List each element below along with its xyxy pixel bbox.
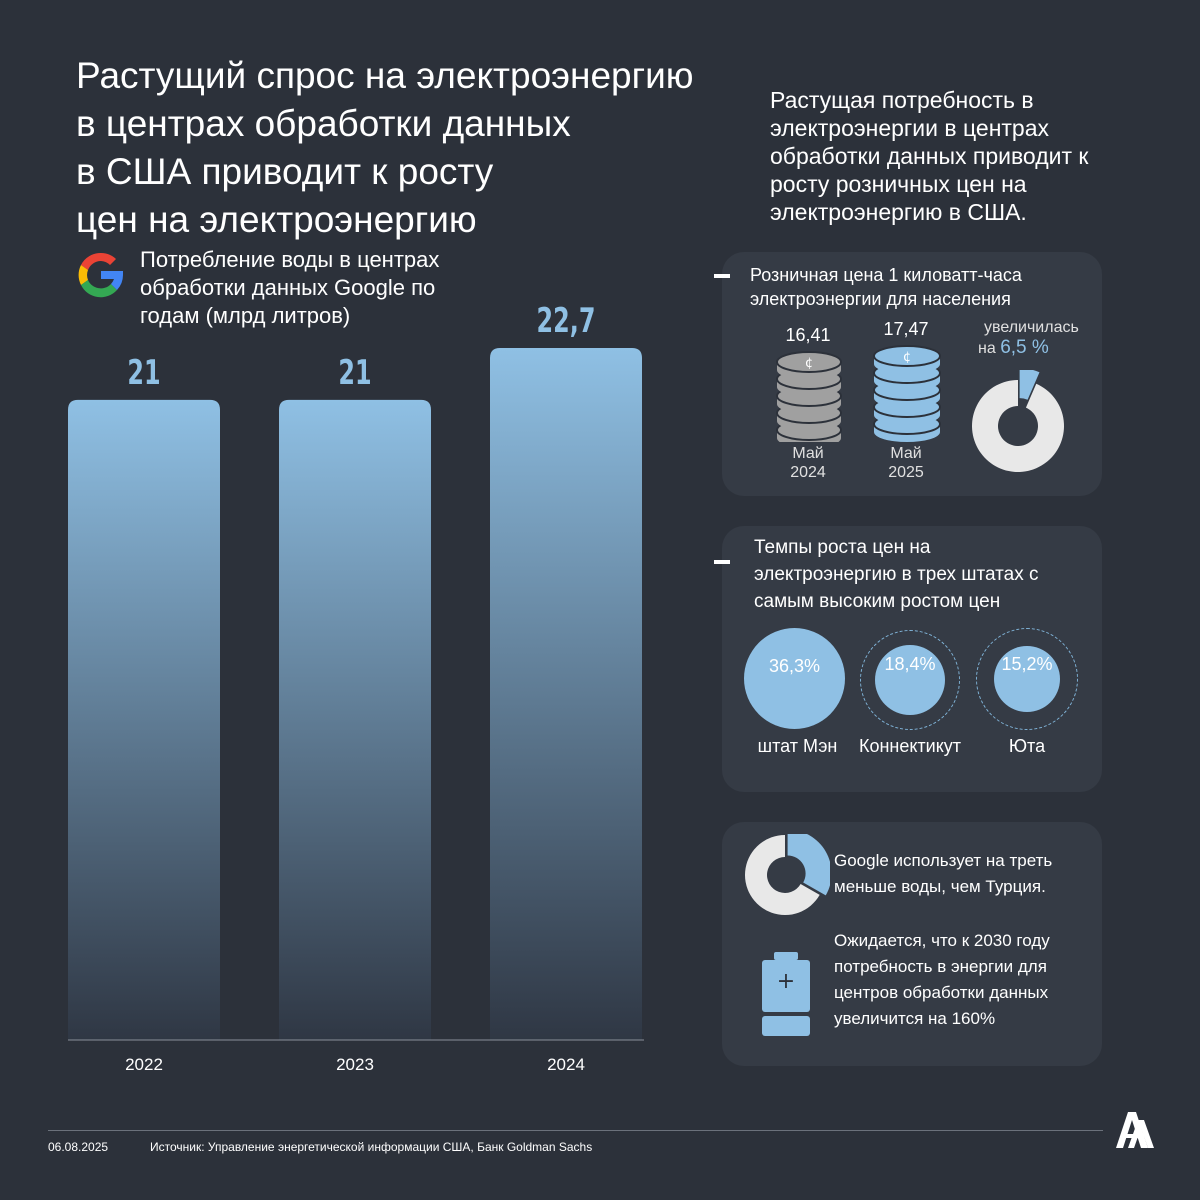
- footer-date: 06.08.2025: [48, 1140, 109, 1154]
- state-ring-connecticut: [860, 630, 960, 730]
- bar-value-label-2023: 21: [338, 354, 371, 393]
- states-panel-title: Темпы роста цен на электроэнергию в трех…: [754, 537, 1039, 612]
- bar-2024: [490, 348, 642, 1040]
- price-panel-title: Розничная цена 1 киловатт-часа электроэн…: [750, 265, 1022, 309]
- price-label-2024-month: Май: [792, 445, 824, 462]
- states-panel: Темпы роста цен на электроэнергию в трех…: [714, 526, 1102, 792]
- fact-energy-growth: Ожидается, что к 2030 году потребность в…: [834, 931, 1050, 1028]
- increase-prefix: на: [978, 340, 996, 357]
- footer-source: Источник: Управление энергетической инфо…: [150, 1140, 593, 1154]
- increase-text: увеличилась: [984, 319, 1079, 336]
- footer-divider: [48, 1130, 1103, 1131]
- svg-text:¢: ¢: [805, 356, 813, 371]
- state-name-maine: штат Мэн: [757, 736, 838, 756]
- coin-stack-icon: ¢: [776, 351, 842, 442]
- facts-panel: Google использует на треть меньше воды, …: [722, 822, 1102, 1066]
- increase-caption: увеличилась на 6,5 %: [978, 318, 1079, 359]
- intro-text: Растущая потребность в электроэнергии в …: [770, 87, 1089, 225]
- price-label-2024: Май 2024: [778, 444, 838, 482]
- state-ring-utah: [976, 628, 1078, 730]
- bar-2022: [68, 399, 220, 1040]
- battery-icon: +: [762, 952, 810, 1036]
- coin-stack-icon: ¢: [873, 345, 941, 442]
- water-share-donut: [745, 834, 830, 915]
- state-circle-connecticut: [875, 645, 945, 715]
- state-value-utah: 15,2%: [1001, 654, 1053, 674]
- state-circle-maine: [744, 628, 845, 729]
- price-value-2024: 16,41: [785, 325, 831, 345]
- bar-2023: [279, 399, 431, 1040]
- panel-dash-icon: [714, 274, 730, 278]
- state-name-connecticut: Коннектикут: [858, 736, 962, 756]
- svg-text:¢: ¢: [903, 350, 911, 365]
- price-label-2024-year: 2024: [790, 464, 826, 481]
- google-logo-icon: [78, 252, 123, 298]
- price-label-2025-month: Май: [890, 445, 922, 462]
- anadolu-agency-logo: [1116, 1112, 1154, 1148]
- fact-google-water: Google использует на треть меньше воды, …: [834, 851, 1053, 896]
- increase-line: на 6,5 %: [978, 338, 1079, 359]
- increase-value: 6,5 %: [1000, 337, 1049, 358]
- page-title: Растущий спрос на электроэнергию в центр…: [76, 55, 694, 240]
- price-label-2025-year: 2025: [888, 464, 924, 481]
- x-tick-label-2023: 2023: [336, 1055, 374, 1074]
- increase-donut: [972, 370, 1064, 472]
- bar-value-label-2024: 22,7: [537, 302, 596, 341]
- svg-text:+: +: [777, 969, 795, 994]
- state-name-utah: Юта: [1008, 736, 1046, 756]
- x-tick-label-2024: 2024: [547, 1055, 585, 1074]
- bar-value-label-2022: 21: [127, 354, 160, 393]
- x-tick-label-2022: 2022: [125, 1055, 163, 1074]
- price-label-2025: Май 2025: [876, 444, 936, 482]
- chart-title: Потребление воды в центрах обработки дан…: [140, 247, 440, 328]
- panel-dash-icon: [714, 560, 730, 564]
- price-value-2025: 17,47: [883, 319, 929, 339]
- water-bar-chart: 21 2022 21 2023 22,7 2024: [68, 302, 644, 1074]
- price-panel: Розничная цена 1 киловатт-часа электроэн…: [714, 252, 1102, 496]
- state-value-connecticut: 18,4%: [884, 654, 936, 674]
- state-circle-utah: [994, 646, 1060, 712]
- state-value-maine: 36,3%: [768, 656, 821, 676]
